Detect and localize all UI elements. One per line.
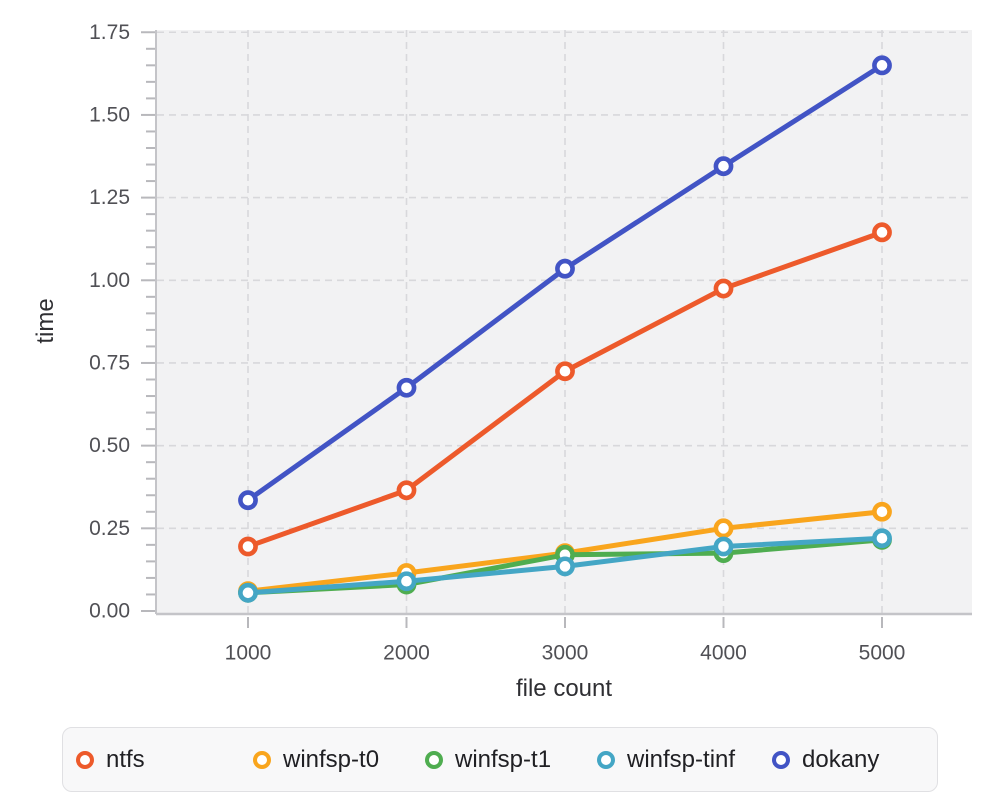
- y-tick-label: 0.75: [89, 351, 130, 374]
- y-tick-label: 0.00: [89, 600, 130, 623]
- y-tick-label: 1.50: [89, 103, 130, 126]
- winfsp-t0-legend-marker-icon: [253, 750, 271, 769]
- legend-label: ntfs: [106, 745, 145, 773]
- y-axis-title: time: [32, 298, 59, 344]
- y-tick-label: 1.25: [89, 186, 130, 209]
- y-tick-label: 0.25: [89, 517, 130, 540]
- y-tick-label: 1.00: [89, 269, 130, 292]
- ntfs-marker: [713, 278, 734, 299]
- dokany-marker: [555, 258, 575, 279]
- ntfs-legend-marker-icon: [76, 750, 94, 769]
- x-tick-label: 5000: [859, 642, 906, 665]
- ntfs-marker: [238, 536, 258, 557]
- x-tick-label: 2000: [383, 642, 430, 665]
- y-tick-label: 1.75: [89, 21, 130, 44]
- winfsp-tinf-marker: [713, 536, 734, 557]
- winfsp-t0-marker: [872, 501, 892, 522]
- legend: ntfs winfsp-t0 winfsp-t1 winfsp-tinf dokany: [62, 727, 938, 792]
- x-tick-label: 4000: [700, 642, 747, 665]
- winfsp-tinf-marker: [396, 571, 417, 592]
- legend-label: winfsp-t0: [283, 745, 380, 773]
- winfsp-tinf-legend-marker-icon: [597, 750, 615, 769]
- winfsp-tinf-marker: [555, 556, 575, 577]
- x-tick-label: 3000: [542, 642, 589, 665]
- dokany-marker: [396, 377, 417, 398]
- winfsp-t1-legend-marker-icon: [425, 750, 443, 769]
- dokany-marker: [713, 156, 734, 177]
- legend-label: winfsp-t1: [455, 745, 552, 773]
- dokany-marker: [238, 490, 258, 511]
- plot-area: 0.00 0.25 0.50 0.75 1.00 1.25 1.50 1.75 1000 2000…: [89, 21, 972, 665]
- winfsp-t0-marker: [713, 518, 734, 539]
- x-tick-label: 1000: [225, 642, 272, 665]
- legend-label: winfsp-tinf: [627, 745, 736, 773]
- legend-label: dokany: [802, 745, 880, 773]
- dokany-legend-marker-icon: [772, 750, 790, 769]
- ntfs-marker: [555, 361, 575, 382]
- legend-item-winfsp-t0: winfsp-t0: [253, 746, 379, 774]
- y-tick-label: 0.50: [89, 434, 130, 457]
- dokany-marker: [872, 55, 892, 76]
- legend-item-winfsp-t1: winfsp-t1: [425, 746, 551, 774]
- ntfs-marker: [396, 480, 417, 501]
- x-axis-title: file count: [515, 675, 613, 702]
- ntfs-marker: [872, 222, 892, 243]
- winfsp-tinf-marker: [872, 528, 892, 549]
- legend-item-ntfs: ntfs: [76, 746, 145, 774]
- legend-item-dokany: dokany: [772, 746, 879, 774]
- winfsp-tinf-marker: [238, 582, 258, 603]
- legend-item-winfsp-tinf: winfsp-tinf: [597, 746, 735, 774]
